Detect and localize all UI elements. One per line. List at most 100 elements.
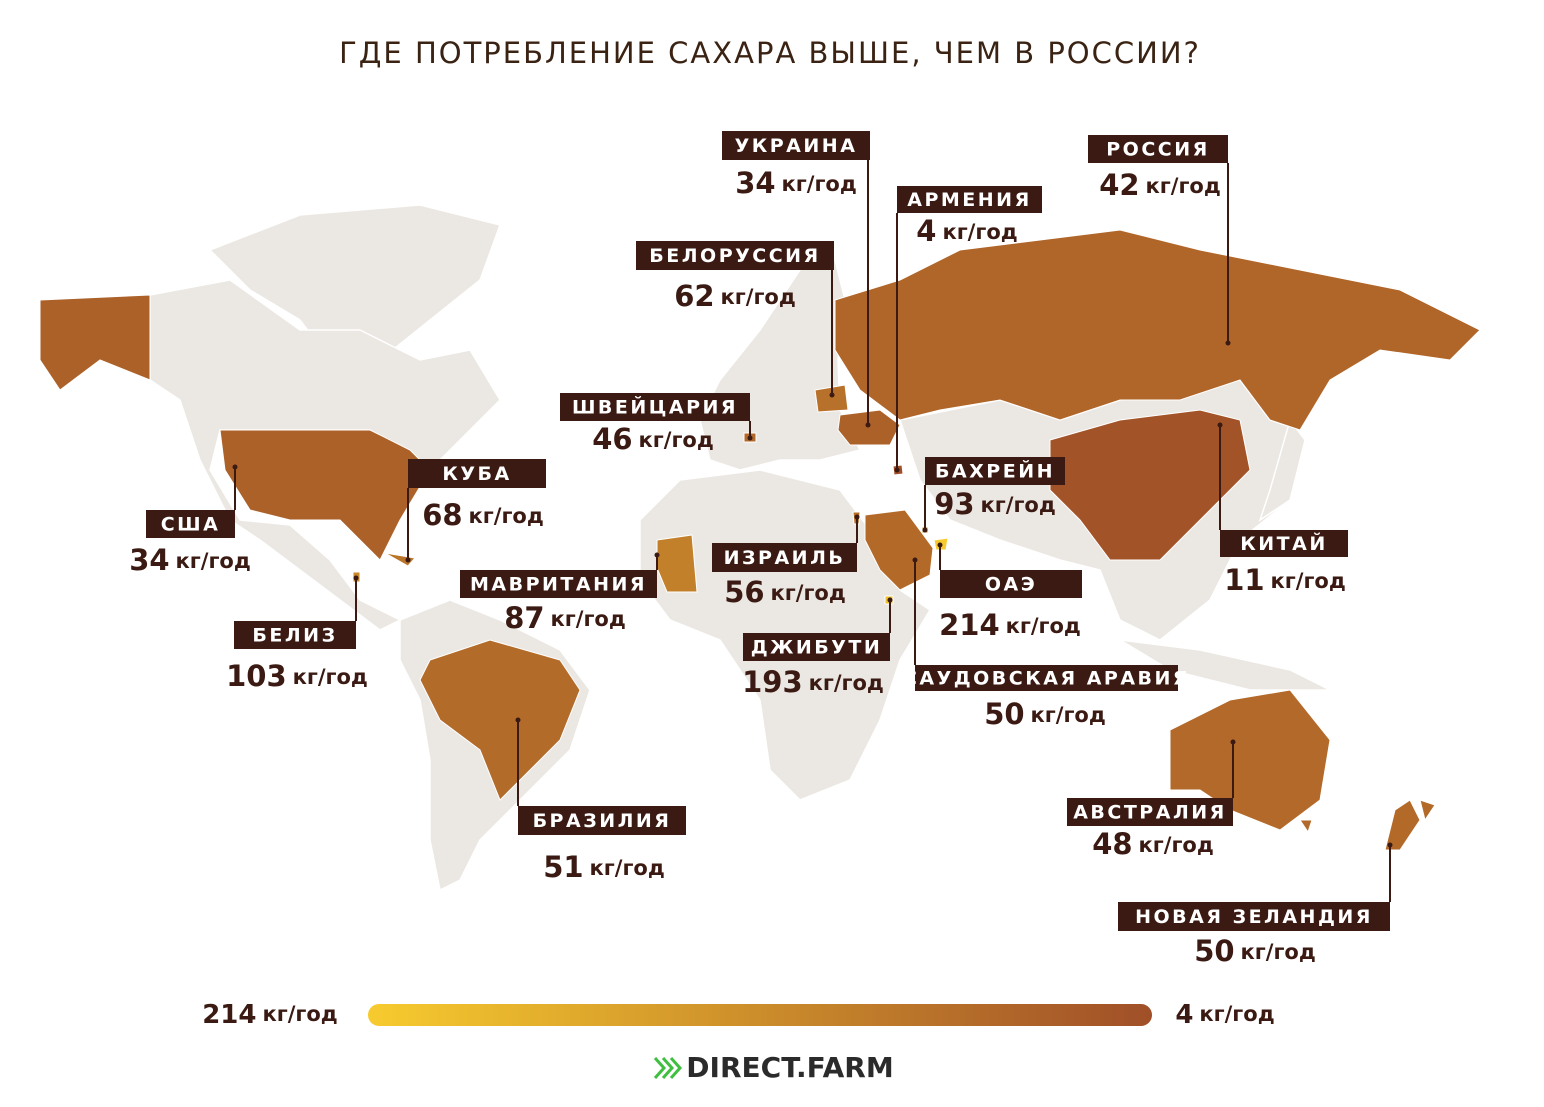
label-box bbox=[234, 621, 356, 649]
country-shape bbox=[656, 534, 698, 593]
leader-dot bbox=[937, 542, 943, 548]
country-name: АРМЕНИЯ bbox=[907, 189, 1031, 211]
country-shape bbox=[1169, 689, 1331, 834]
label-box bbox=[915, 665, 1178, 691]
country-value: 103 кг/год bbox=[226, 659, 368, 693]
country-value: 193 кг/год bbox=[742, 665, 884, 699]
country-name: ИЗРАИЛЬ bbox=[724, 547, 846, 569]
country-value: 93 кг/год bbox=[934, 487, 1056, 521]
label-box bbox=[925, 457, 1065, 485]
country-shape bbox=[419, 639, 581, 801]
leader-dot bbox=[829, 392, 835, 398]
value-unit: кг/год bbox=[551, 607, 626, 631]
japan bbox=[1258, 418, 1306, 522]
label-box bbox=[897, 186, 1042, 213]
value-unit: кг/год bbox=[1146, 174, 1221, 198]
label-box bbox=[1118, 902, 1390, 931]
country-shape bbox=[1384, 799, 1436, 851]
label-box bbox=[636, 241, 834, 270]
value-number: 42 bbox=[1099, 168, 1139, 202]
country-value: 68 кг/год bbox=[422, 498, 544, 532]
value-number: 46 bbox=[592, 422, 632, 456]
country-value: 51 кг/год bbox=[543, 850, 665, 884]
country-value: 34 кг/год bbox=[735, 166, 857, 200]
value-number: 56 bbox=[724, 575, 764, 609]
leader-dot bbox=[1230, 739, 1236, 745]
value-number: 68 bbox=[422, 498, 462, 532]
country-shapes bbox=[39, 229, 1481, 851]
value-number: 34 bbox=[129, 543, 169, 577]
label-box bbox=[743, 633, 890, 661]
value-number: 11 bbox=[1224, 563, 1264, 597]
leader-dot bbox=[912, 557, 918, 563]
country-shape bbox=[834, 229, 1481, 431]
country-value: 4 кг/год bbox=[916, 214, 1017, 248]
value-number: 87 bbox=[504, 601, 544, 635]
label-box bbox=[1067, 798, 1233, 826]
leader-dot bbox=[922, 527, 928, 533]
country-shape bbox=[814, 384, 849, 413]
country-shape bbox=[1049, 409, 1251, 561]
label-box bbox=[722, 131, 870, 160]
country-shape bbox=[39, 294, 431, 561]
value-unit: кг/год bbox=[293, 665, 368, 689]
country-name: КУБА bbox=[442, 463, 511, 485]
leader-dot bbox=[865, 422, 871, 428]
value-unit: кг/год bbox=[1241, 940, 1316, 964]
brand: DIRECT.FARM bbox=[686, 1051, 893, 1084]
country-labels: УКРАИНА 34 кг/год РОССИЯ 42 кг/год АРМЕНИЯ 4 кг/… bbox=[129, 131, 1393, 968]
country-value: 214 кг/год bbox=[939, 608, 1081, 642]
value-unit: кг/год bbox=[942, 220, 1017, 244]
label-box bbox=[408, 459, 546, 488]
leader-dot bbox=[232, 464, 238, 470]
country-name: БЕЛИЗ bbox=[252, 625, 337, 647]
value-unit: кг/год bbox=[1031, 703, 1106, 727]
country-value: 87 кг/год bbox=[504, 601, 626, 635]
value-unit: кг/год bbox=[1271, 569, 1346, 593]
country-value: 50 кг/год bbox=[1194, 934, 1316, 968]
value-number: 34 bbox=[735, 166, 775, 200]
leader-dot bbox=[654, 552, 660, 558]
country-value: 56 кг/год bbox=[724, 575, 846, 609]
country-value: 50 кг/год bbox=[984, 697, 1106, 731]
value-number: 214 bbox=[939, 608, 1000, 642]
country-value: 11 кг/год bbox=[1224, 563, 1346, 597]
value-unit: кг/год bbox=[721, 285, 796, 309]
leader-dot bbox=[1225, 340, 1231, 346]
country-name: РОССИЯ bbox=[1106, 139, 1210, 161]
country-shape bbox=[384, 552, 416, 567]
leader-dot bbox=[894, 467, 900, 473]
country-name: УКРАИНА bbox=[735, 135, 858, 157]
leader-dot bbox=[854, 514, 860, 520]
value-unit: кг/год bbox=[782, 172, 857, 196]
europe bbox=[699, 238, 862, 471]
greenland bbox=[208, 204, 501, 361]
value-unit: кг/год bbox=[176, 549, 251, 573]
legend-max: 214 кг/год bbox=[202, 1000, 338, 1030]
leader-dot bbox=[353, 575, 359, 581]
leader-dot bbox=[515, 717, 521, 723]
label-box bbox=[146, 510, 235, 538]
country-name: АВСТРАЛИЯ bbox=[1073, 802, 1227, 824]
value-unit: кг/год bbox=[809, 671, 884, 695]
leader-dot bbox=[1387, 842, 1393, 848]
country-name: БЕЛОРУССИЯ bbox=[649, 245, 820, 267]
country-name: ОАЭ bbox=[985, 574, 1037, 596]
value-number: 48 bbox=[1092, 827, 1132, 861]
value-number: 51 bbox=[543, 850, 583, 884]
label-box bbox=[940, 570, 1082, 598]
value-unit: кг/год bbox=[590, 856, 665, 880]
logo: DIRECT.FARM bbox=[653, 1051, 894, 1084]
value-number: 50 bbox=[984, 697, 1024, 731]
country-name: КИТАЙ bbox=[1240, 532, 1328, 555]
value-number: 50 bbox=[1194, 934, 1234, 968]
label-box bbox=[1088, 135, 1228, 163]
country-value: 62 кг/год bbox=[674, 279, 796, 313]
logo-icon bbox=[653, 1056, 683, 1080]
legend-gradient bbox=[368, 1004, 1152, 1026]
leader-dot bbox=[405, 557, 411, 563]
value-unit: кг/год bbox=[1006, 614, 1081, 638]
legend-unit: кг/год bbox=[263, 1002, 338, 1026]
label-box bbox=[712, 543, 857, 572]
